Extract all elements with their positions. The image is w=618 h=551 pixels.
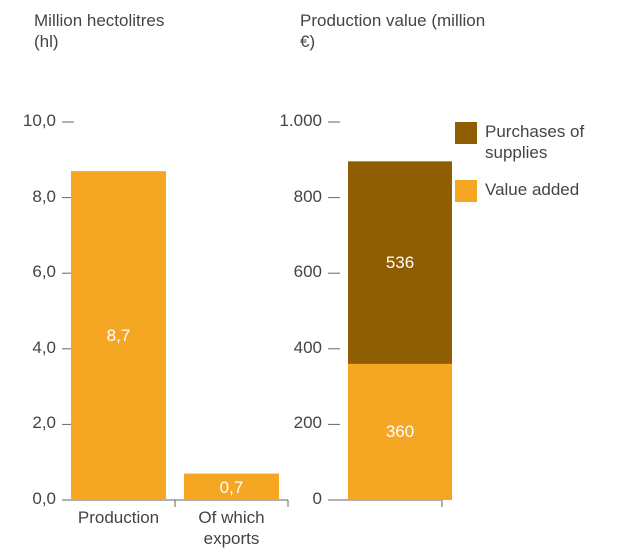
legend-label: Purchases of supplies	[485, 122, 585, 162]
axis-title: Production value (million €)	[300, 11, 486, 51]
y-tick-label: 8,0	[32, 186, 56, 206]
y-tick-label: 10,0	[22, 111, 56, 130]
legend-label: Value added	[485, 180, 580, 199]
legend-swatch	[455, 122, 477, 144]
x-tick-label: Of which exports	[198, 508, 265, 548]
value-label: 0,7	[219, 477, 244, 497]
bar-segment	[348, 161, 452, 364]
bar	[184, 473, 279, 500]
y-tick-label: 0,0	[32, 489, 56, 508]
y-tick-label: 600	[293, 262, 322, 282]
bar-segment	[348, 363, 452, 500]
value-label: 536	[385, 252, 415, 272]
axis-title: Million hectolitres (hl)	[34, 11, 165, 51]
y-tick-label: 800	[293, 186, 322, 206]
y-tick-label: 1.000	[279, 111, 322, 130]
legend-swatch	[455, 180, 477, 202]
value-label: 8,7	[106, 325, 131, 345]
x-tick-label: Production	[77, 508, 160, 527]
y-tick-label: 6,0	[32, 262, 56, 282]
value-label: 360	[385, 421, 415, 441]
y-tick-label: 200	[293, 413, 322, 433]
y-tick-label: 2,0	[32, 413, 56, 433]
bar	[71, 171, 166, 500]
y-tick-label: 4,0	[32, 337, 56, 357]
y-tick-label: 0	[312, 489, 322, 508]
y-tick-label: 400	[293, 337, 322, 357]
